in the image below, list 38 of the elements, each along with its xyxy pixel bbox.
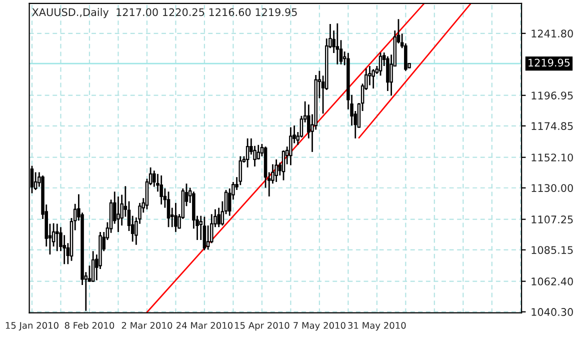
- candlestick: [386, 56, 390, 92]
- candlestick: [282, 150, 286, 181]
- y-tick-label: 1152.10: [532, 154, 573, 162]
- candlestick: [91, 250, 95, 283]
- candlestick: [246, 138, 250, 168]
- x-tick-label: 15 Apr 2010: [235, 322, 290, 331]
- y-tick-label: 1174.85: [532, 122, 573, 130]
- candlestick: [336, 22, 340, 66]
- candlestick: [160, 174, 163, 206]
- candlestick: [372, 68, 375, 90]
- x-tick-label: 15 Jan 2010: [6, 322, 58, 330]
- candlestick: [256, 144, 260, 160]
- y-tick-label: 1196.95: [532, 92, 573, 100]
- candlestick: [274, 158, 278, 183]
- candlestick: [116, 196, 120, 233]
- x-tick-label: 7 May 2010: [294, 322, 346, 331]
- y-tick-label: 1241.80: [532, 30, 573, 38]
- candlestick: [238, 156, 242, 186]
- x-tick-label: 31 May 2010: [348, 322, 406, 331]
- candlestick: [378, 52, 382, 76]
- y-tick-label: 1062.40: [532, 278, 573, 286]
- ref-line-label: 1219.95: [528, 58, 570, 67]
- candlestick: [289, 126, 292, 166]
- candlestick: [368, 65, 372, 86]
- candlestick: [202, 216, 206, 251]
- x-tick-label: 24 Mar 2010: [176, 322, 232, 329]
- candlestick: [174, 202, 178, 233]
- candlestick: [56, 223, 59, 252]
- y-tick-label: 1107.25: [532, 216, 573, 224]
- x-tick-label: 2 Mar 2010: [122, 322, 172, 329]
- candlestick: [166, 190, 170, 228]
- y-tick-label: 1040.30: [532, 308, 573, 316]
- y-tick-label: 1085.15: [532, 246, 573, 254]
- chart-title: XAUUSD.,Daily 1217.00 1220.25 1216.60 1219.95: [32, 8, 297, 18]
- y-tick-label: 1130.00: [532, 184, 573, 192]
- candlestick: [217, 207, 220, 228]
- candlestick: [152, 170, 156, 188]
- x-tick-label: 8 Feb 2010: [64, 322, 114, 329]
